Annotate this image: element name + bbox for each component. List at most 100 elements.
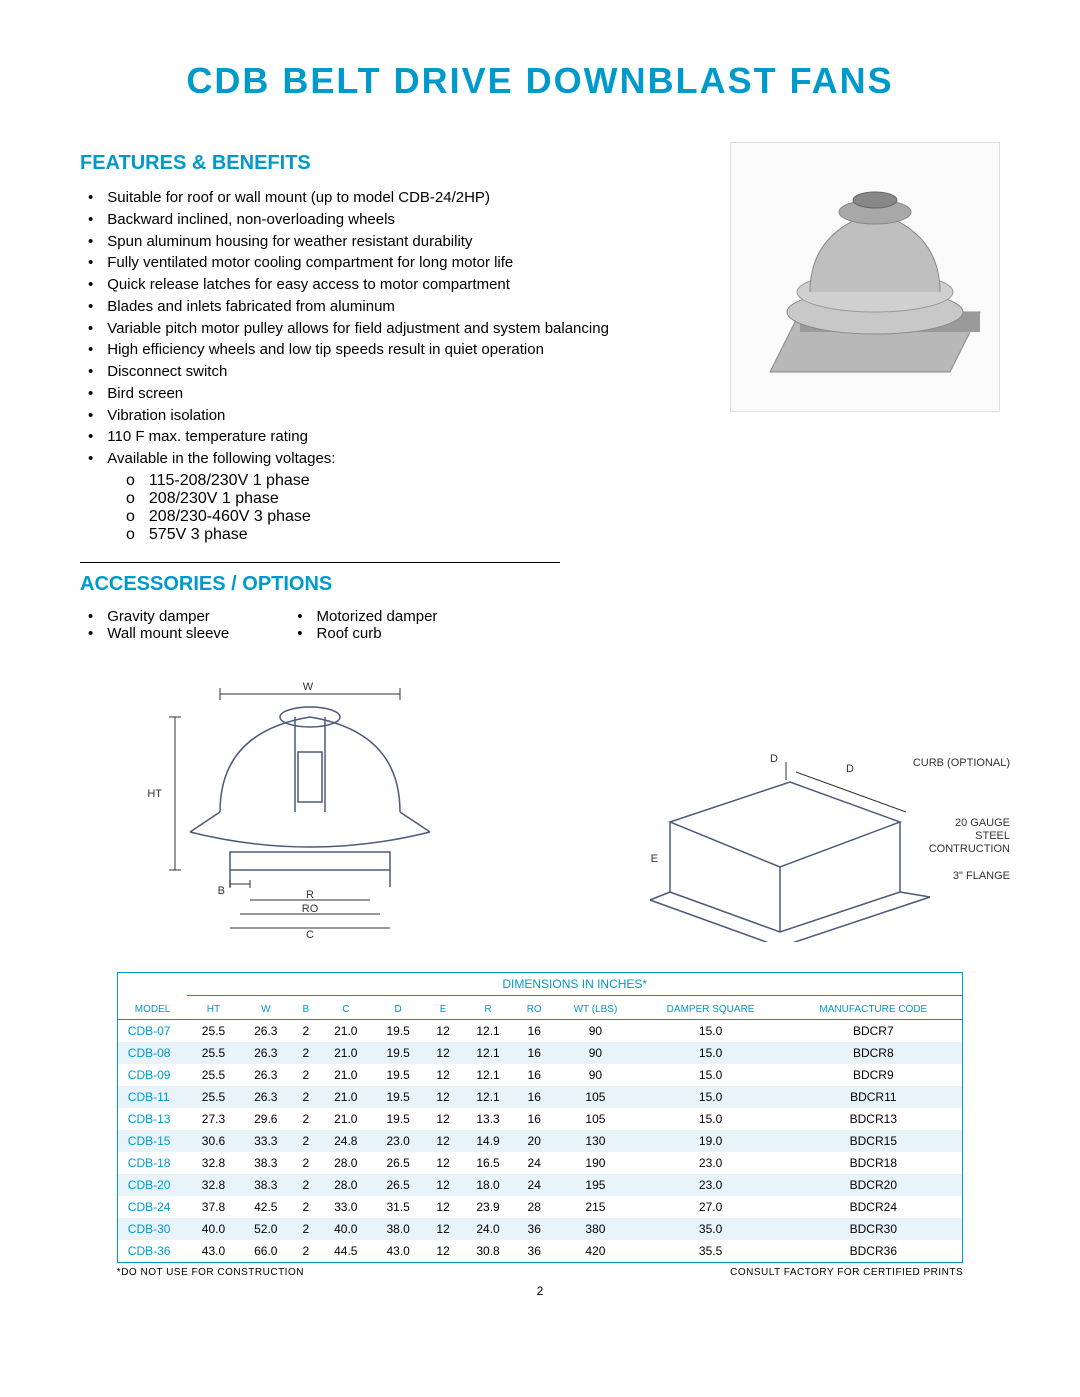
table-cell: 16 xyxy=(514,1086,554,1108)
table-cell: 35.0 xyxy=(637,1218,785,1240)
table-cell: 12.1 xyxy=(462,1042,514,1064)
col-ht: HT xyxy=(187,995,239,1019)
table-row: CDB-1327.329.6221.019.51213.31610515.0BD… xyxy=(117,1108,962,1130)
table-cell: 12 xyxy=(424,1019,462,1042)
table-cell: 25.5 xyxy=(187,1064,239,1086)
table-cell: 40.0 xyxy=(187,1218,239,1240)
col-w: W xyxy=(240,995,292,1019)
label-r: R xyxy=(306,889,314,901)
feature-item: Variable pitch motor pulley allows for f… xyxy=(88,318,700,340)
table-cell: 19.5 xyxy=(372,1019,424,1042)
table-cell: BDCR13 xyxy=(784,1108,962,1130)
fan-photo-icon xyxy=(740,152,990,402)
table-cell: 2 xyxy=(292,1064,320,1086)
label-c: C xyxy=(306,929,314,941)
table-cell: 30.8 xyxy=(462,1240,514,1263)
table-cell: BDCR9 xyxy=(784,1064,962,1086)
table-cell: 2 xyxy=(292,1130,320,1152)
page-number: 2 xyxy=(80,1284,1000,1298)
table-cell: 33.0 xyxy=(320,1196,372,1218)
accessory-item: Gravity damper xyxy=(88,608,229,625)
table-cell: 14.9 xyxy=(462,1130,514,1152)
table-row: CDB-1832.838.3228.026.51216.52419023.0BD… xyxy=(117,1152,962,1174)
label-d-top: D xyxy=(846,763,854,775)
table-cell: 12.1 xyxy=(462,1086,514,1108)
footnote-left: *DO NOT USE FOR CONSTRUCTION xyxy=(117,1267,304,1278)
table-cell: 2 xyxy=(292,1086,320,1108)
table-cell: 13.3 xyxy=(462,1108,514,1130)
voltage-item: 208/230V 1 phase xyxy=(126,490,700,508)
feature-item: Blades and inlets fabricated from alumin… xyxy=(88,296,700,318)
table-cell: 20 xyxy=(514,1130,554,1152)
table-cell: 2 xyxy=(292,1240,320,1263)
table-cell: CDB-07 xyxy=(117,1019,187,1042)
col-damper: DAMPER SQUARE xyxy=(637,995,785,1019)
table-cell: 2 xyxy=(292,1108,320,1130)
feature-item: Fully ventilated motor cooling compartme… xyxy=(88,252,700,274)
dimensions-table: DIMENSIONS IN INCHES* MODEL HT W B C D E… xyxy=(117,972,963,1263)
table-cell: 12 xyxy=(424,1218,462,1240)
table-cell: CDB-15 xyxy=(117,1130,187,1152)
label-gauge: 20 GAUGE xyxy=(955,817,1010,829)
feature-item: Bird screen xyxy=(88,383,700,405)
table-cell: BDCR15 xyxy=(784,1130,962,1152)
col-e: E xyxy=(424,995,462,1019)
table-cell: 27.0 xyxy=(637,1196,785,1218)
col-ro: RO xyxy=(514,995,554,1019)
table-cell: 37.8 xyxy=(187,1196,239,1218)
feature-item: Backward inclined, non-overloading wheel… xyxy=(88,209,700,231)
table-cell: 380 xyxy=(554,1218,637,1240)
table-cell: 25.5 xyxy=(187,1086,239,1108)
table-column-headers: MODEL HT W B C D E R RO WT (LBS) DAMPER … xyxy=(117,995,962,1019)
table-cell: 43.0 xyxy=(372,1240,424,1263)
table-cell: 30.6 xyxy=(187,1130,239,1152)
table-footer: *DO NOT USE FOR CONSTRUCTION CONSULT FAC… xyxy=(117,1267,963,1278)
label-curb-optional: CURB (OPTIONAL) xyxy=(913,757,1010,769)
table-cell: 15.0 xyxy=(637,1108,785,1130)
accessory-item: Wall mount sleeve xyxy=(88,625,229,642)
table-cell: 25.5 xyxy=(187,1042,239,1064)
feature-item: Suitable for roof or wall mount (up to m… xyxy=(88,187,700,209)
table-cell: 12 xyxy=(424,1240,462,1263)
accessories-heading: ACCESSORIES / OPTIONS xyxy=(80,573,700,596)
accessory-item: Roof curb xyxy=(297,625,437,642)
table-cell: 12 xyxy=(424,1130,462,1152)
feature-item: 110 F max. temperature rating xyxy=(88,426,700,448)
table-cell: 24.0 xyxy=(462,1218,514,1240)
label-e: E xyxy=(651,853,658,865)
table-cell: 32.8 xyxy=(187,1152,239,1174)
table-cell: 12.1 xyxy=(462,1019,514,1042)
top-row: FEATURES & BENEFITS Suitable for roof or… xyxy=(80,142,1000,642)
table-cell: CDB-36 xyxy=(117,1240,187,1263)
col-wt: WT (LBS) xyxy=(554,995,637,1019)
table-cell: 12 xyxy=(424,1196,462,1218)
table-cell: 31.5 xyxy=(372,1196,424,1218)
table-group-header: DIMENSIONS IN INCHES* xyxy=(187,972,962,995)
table-cell: 33.3 xyxy=(240,1130,292,1152)
page-title: CDB BELT DRIVE DOWNBLAST FANS xyxy=(80,60,1000,102)
table-cell: 105 xyxy=(554,1108,637,1130)
table-cell: 21.0 xyxy=(320,1108,372,1130)
table-cell: 26.3 xyxy=(240,1042,292,1064)
table-cell: 21.0 xyxy=(320,1042,372,1064)
table-cell: 23.0 xyxy=(637,1174,785,1196)
col-model: MODEL xyxy=(117,995,187,1019)
label-ro: RO xyxy=(302,903,319,915)
table-cell: BDCR18 xyxy=(784,1152,962,1174)
table-cell: 12.1 xyxy=(462,1064,514,1086)
table-cell: 19.5 xyxy=(372,1064,424,1086)
table-row: CDB-3643.066.0244.543.01230.83642035.5BD… xyxy=(117,1240,962,1263)
table-cell: 29.6 xyxy=(240,1108,292,1130)
table-cell: 2 xyxy=(292,1218,320,1240)
table-cell: 2 xyxy=(292,1196,320,1218)
table-cell: 195 xyxy=(554,1174,637,1196)
table-cell: 26.3 xyxy=(240,1019,292,1042)
table-cell: CDB-30 xyxy=(117,1218,187,1240)
table-cell: 52.0 xyxy=(240,1218,292,1240)
table-row: CDB-0925.526.3221.019.51212.1169015.0BDC… xyxy=(117,1064,962,1086)
table-cell: 26.3 xyxy=(240,1086,292,1108)
table-cell: 90 xyxy=(554,1064,637,1086)
table-cell: BDCR36 xyxy=(784,1240,962,1263)
voltage-sublist: 115-208/230V 1 phase 208/230V 1 phase 20… xyxy=(80,472,700,544)
diagrams-row: W HT B R RO C xyxy=(80,662,1000,942)
